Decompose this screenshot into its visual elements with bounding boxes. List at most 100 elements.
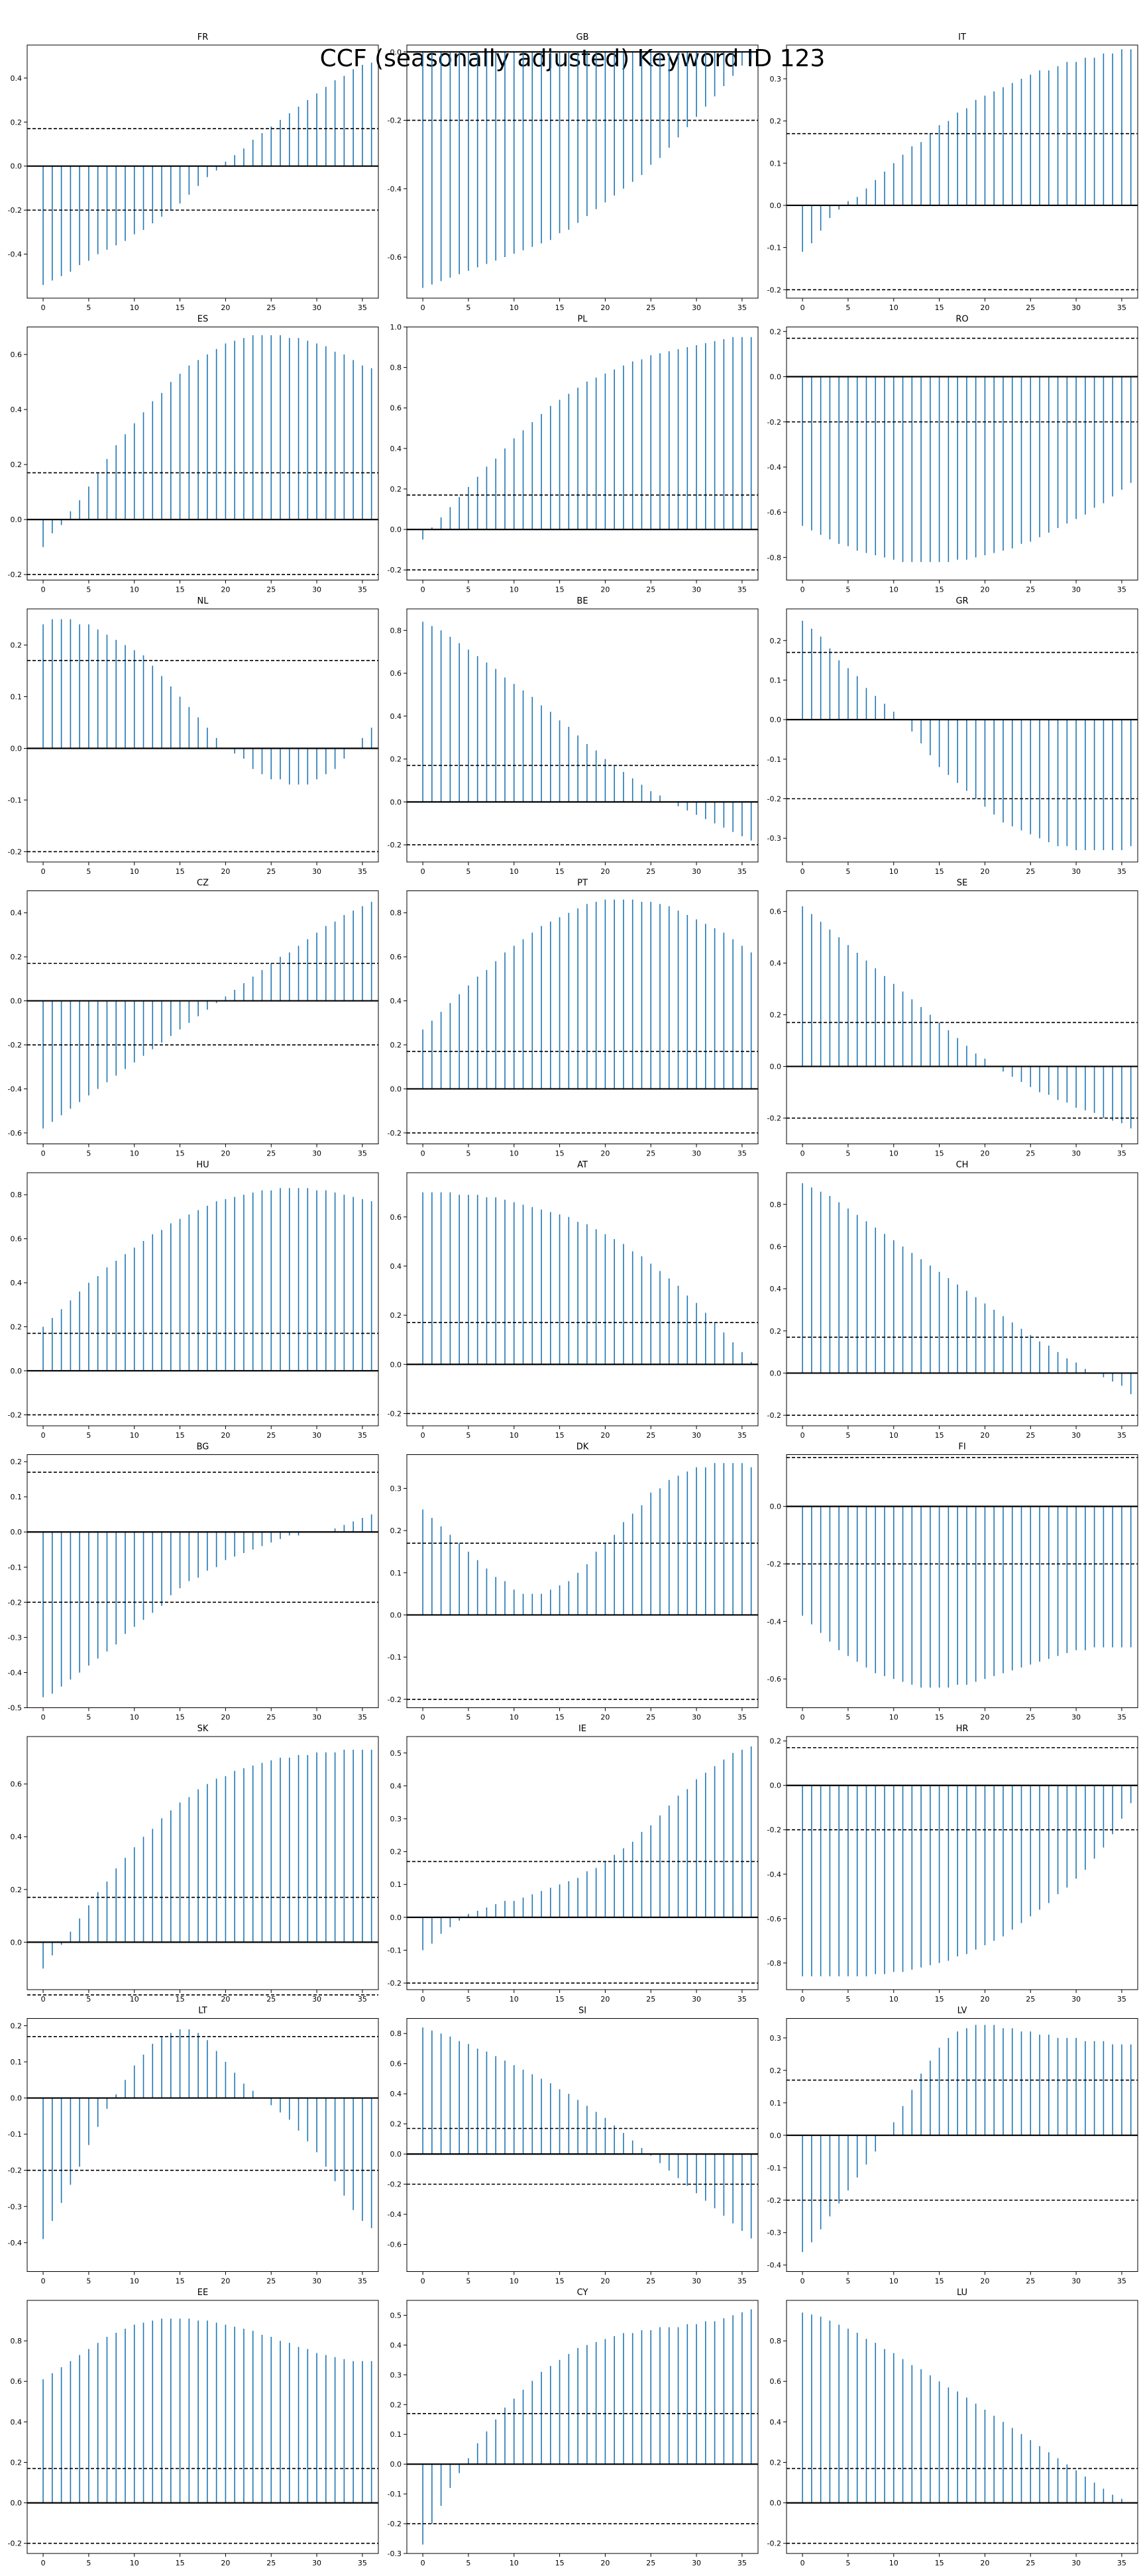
xtick-label-lu: 15	[935, 2559, 944, 2567]
ytick-label-bg: -0.1	[8, 1563, 22, 1572]
xtick-label-hu: 35	[358, 1431, 367, 1440]
ytick-label-cy: -0.3	[388, 2549, 402, 2558]
ytick-label-dk: 0.3	[390, 1484, 402, 1493]
xtick-label-lt: 25	[266, 2277, 276, 2286]
ytick-label-cy: -0.1	[388, 2490, 402, 2498]
xtick-label-es: 0	[41, 586, 46, 594]
xtick-label-ro: 35	[1117, 586, 1126, 594]
xtick-label-at: 25	[646, 1431, 655, 1440]
xtick-label-fr: 30	[312, 303, 321, 312]
xtick-label-se: 10	[889, 1150, 899, 1158]
xtick-label-lt: 20	[221, 2277, 230, 2286]
ytick-label-gr: 0.2	[770, 637, 782, 645]
ytick-label-hu: -0.2	[8, 1411, 22, 1419]
ytick-label-se: 0.2	[770, 1011, 782, 1020]
xtick-label-lv: 5	[845, 2277, 850, 2286]
axes-frame-at	[406, 1172, 759, 1426]
ytick-label-hr: -0.2	[767, 1826, 781, 1835]
xtick-label-pl: 0	[421, 586, 425, 594]
ytick-label-fi: -0.4	[767, 1617, 781, 1626]
ytick-label-lv: -0.2	[767, 2196, 781, 2205]
xtick-label-es: 5	[86, 586, 91, 594]
xtick-label-lu: 30	[1071, 2559, 1081, 2567]
ytick-label-lv: -0.1	[767, 2164, 781, 2173]
ytick-label-lt: -0.1	[8, 2130, 22, 2139]
ytick-label-nl: -0.1	[8, 796, 22, 804]
xtick-label-lu: 0	[800, 2559, 805, 2567]
ytick-label-ie: 0.2	[390, 1848, 402, 1856]
ytick-label-cz: -0.2	[8, 1041, 22, 1049]
ytick-label-ro: -0.2	[767, 418, 781, 427]
ytick-label-pl: 0.8	[390, 364, 402, 372]
xtick-label-ch: 25	[1026, 1431, 1035, 1440]
ytick-label-es: 0.4	[11, 405, 23, 414]
ytick-label-ee: 0.2	[11, 2458, 23, 2467]
xtick-label-cy: 5	[466, 2559, 470, 2567]
xtick-label-it: 5	[845, 303, 850, 312]
ytick-label-pt: 0.2	[390, 1041, 402, 1049]
ytick-label-it: 0.3	[770, 75, 782, 83]
xtick-label-hr: 30	[1071, 1995, 1081, 2004]
ytick-label-pl: 0.0	[390, 525, 402, 534]
xtick-label-pt: 35	[737, 1150, 747, 1158]
panel-title-be: BE	[576, 596, 588, 606]
xtick-label-hu: 10	[130, 1431, 139, 1440]
ytick-label-ie: 0.3	[390, 1815, 402, 1823]
ytick-label-ee: -0.2	[8, 2540, 22, 2548]
axes-frame-ie	[406, 1736, 759, 1990]
xtick-label-at: 0	[421, 1431, 425, 1440]
panel-fr: FR -0.4 -0.2 0.0 0.2 0.4 0 5 10 15 20 25 30 35	[8, 32, 379, 312]
xtick-label-bg: 35	[358, 1713, 367, 1722]
ytick-label-gb: -0.6	[388, 253, 402, 262]
xtick-label-gb: 25	[646, 303, 655, 312]
xtick-label-gr: 5	[845, 867, 850, 876]
xtick-label-hr: 10	[889, 1995, 899, 2004]
axes-frame-cz	[27, 890, 379, 1144]
xtick-label-lt: 0	[41, 2277, 46, 2286]
panel-si: SI -0.6 -0.4 -0.2 0.0 0.2 0.4 0.6 0.8 0 5 10 15 20 25 3…	[388, 2006, 759, 2286]
xtick-label-si: 10	[510, 2277, 519, 2286]
xtick-label-fr: 15	[176, 303, 185, 312]
xtick-label-gr: 0	[800, 867, 805, 876]
xtick-label-ee: 25	[266, 2559, 276, 2567]
xtick-label-lu: 25	[1026, 2559, 1035, 2567]
ytick-label-ie: -0.1	[388, 1946, 402, 1955]
xtick-label-ro: 20	[980, 586, 989, 594]
panel-lt: LT -0.4 -0.3 -0.2 -0.1 0.0 0.1 0.2 0 5 10 15 20 25 30 3…	[8, 2006, 379, 2286]
xtick-label-fr: 35	[358, 303, 367, 312]
ytick-label-hu: 0.2	[11, 1323, 23, 1332]
xtick-label-ie: 30	[692, 1995, 701, 2004]
xtick-label-be: 35	[737, 867, 747, 876]
panel-se: SE -0.2 0.0 0.2 0.4 0.6 0 5 10 15 20 25 30 35	[767, 879, 1138, 1158]
ytick-label-nl: 0.1	[11, 693, 23, 702]
xtick-label-at: 35	[737, 1431, 747, 1440]
xtick-label-dk: 10	[510, 1713, 519, 1722]
ytick-label-ch: 0.8	[770, 1201, 782, 1209]
ytick-label-hu: 0.0	[11, 1367, 23, 1375]
xtick-label-si: 20	[600, 2277, 610, 2286]
ytick-label-cz: 0.2	[11, 953, 23, 961]
ytick-label-sk: 0.4	[11, 1833, 23, 1841]
xtick-label-dk: 5	[466, 1713, 470, 1722]
xtick-label-gb: 5	[466, 303, 470, 312]
xtick-label-cz: 20	[221, 1150, 230, 1158]
xtick-label-lu: 20	[980, 2559, 989, 2567]
ytick-label-se: 0.4	[770, 959, 782, 968]
ytick-label-fr: 0.4	[11, 74, 23, 83]
xtick-label-cz: 30	[312, 1150, 321, 1158]
xtick-label-at: 10	[510, 1431, 519, 1440]
panel-title-ch: CH	[956, 1160, 969, 1170]
axes-frame-cy	[406, 2300, 759, 2554]
ytick-label-be: 0.6	[390, 669, 402, 678]
xtick-label-nl: 15	[176, 867, 185, 876]
xtick-label-cz: 5	[86, 1150, 91, 1158]
ytick-label-si: 0.4	[390, 2090, 402, 2098]
xtick-label-nl: 10	[130, 867, 139, 876]
xtick-label-at: 5	[466, 1431, 470, 1440]
ytick-label-it: 0.2	[770, 117, 782, 126]
xtick-label-dk: 20	[600, 1713, 610, 1722]
panel-ro: RO -0.8 -0.6 -0.4 -0.2 0.0 0.2 0 5 10 15 20 25 30 35	[767, 315, 1138, 594]
xtick-label-hu: 0	[41, 1431, 46, 1440]
xtick-label-lv: 15	[935, 2277, 944, 2286]
xtick-label-sk: 5	[86, 1995, 91, 2004]
